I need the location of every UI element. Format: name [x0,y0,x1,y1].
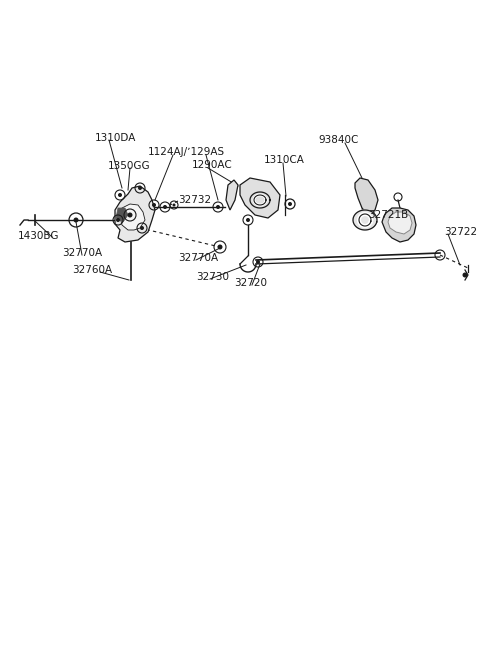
Text: 32720: 32720 [234,278,267,288]
Text: 32722: 32722 [444,227,477,237]
Circle shape [463,273,468,277]
Circle shape [217,244,223,250]
Polygon shape [240,178,280,218]
Circle shape [172,204,176,206]
Polygon shape [388,212,412,234]
Text: 1310DA: 1310DA [95,133,136,143]
Text: 32730: 32730 [196,272,229,282]
Text: 1310CA: 1310CA [264,155,305,165]
Text: 1290AC: 1290AC [192,160,233,170]
Text: 32721B: 32721B [368,210,408,220]
Text: 1350GG: 1350GG [108,161,151,171]
Circle shape [116,218,120,222]
Circle shape [163,205,167,209]
Circle shape [256,260,260,264]
Polygon shape [382,208,416,242]
Circle shape [140,226,144,230]
Polygon shape [115,186,155,242]
Polygon shape [120,204,145,230]
Circle shape [246,218,250,222]
Text: 32770A: 32770A [62,248,102,258]
Text: 32770A: 32770A [178,253,218,263]
Text: 93840C: 93840C [318,135,359,145]
Polygon shape [353,210,377,230]
Text: 1430BG: 1430BG [18,231,60,241]
Circle shape [152,203,156,207]
Text: 32732: 32732 [178,195,211,205]
Text: 32760A: 32760A [72,265,112,275]
Text: 1124AJ/ʼ129AS: 1124AJ/ʼ129AS [148,147,225,157]
Circle shape [138,186,142,190]
Circle shape [128,212,132,217]
Circle shape [118,193,122,197]
Polygon shape [226,180,238,210]
Polygon shape [116,208,128,222]
Circle shape [73,217,79,223]
Circle shape [288,202,292,206]
Circle shape [216,205,220,209]
Polygon shape [355,178,378,215]
